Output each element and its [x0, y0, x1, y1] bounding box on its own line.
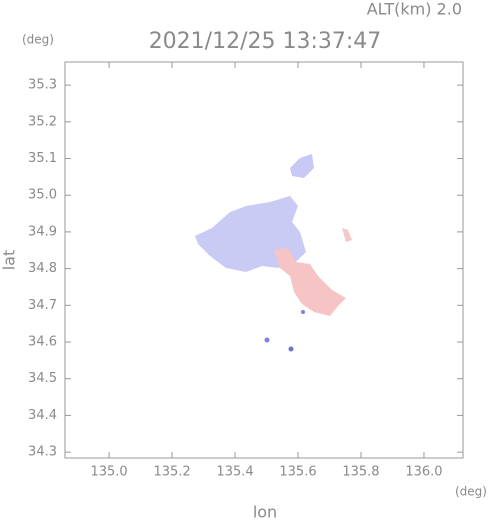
y-tick-label: 34.9 — [28, 224, 57, 239]
altitude-label: ALT(km) 2.0 — [367, 0, 462, 19]
echo-blue-small — [290, 154, 314, 178]
echo-regions — [195, 154, 352, 352]
echo-dot — [264, 337, 270, 343]
y-tick-label: 34.8 — [28, 261, 57, 276]
x-tick-label: 135.0 — [90, 465, 127, 480]
y-tick-label: 34.6 — [28, 335, 57, 350]
y-tick-label: 35.3 — [28, 78, 57, 93]
y-tick-label: 34.4 — [28, 408, 57, 423]
x-tick-label: 135.6 — [279, 465, 316, 480]
y-tick-label: 35.0 — [28, 188, 57, 203]
chart-title: 2021/12/25 13:37:47 — [149, 29, 382, 54]
y-tick-label: 34.3 — [28, 445, 57, 460]
y-axis-label: lat — [0, 250, 19, 271]
y-tick-label: 35.2 — [28, 114, 57, 129]
x-unit: (deg) — [455, 485, 487, 499]
y-tick-label: 34.5 — [28, 371, 57, 386]
x-tick-label: 135.2 — [153, 465, 190, 480]
echo-red-main — [274, 248, 346, 316]
x-tick-label: 135.4 — [216, 465, 253, 480]
plot-frame — [64, 61, 464, 459]
x-tick-label: 136.0 — [405, 465, 442, 480]
x-axis-label: lon — [253, 503, 277, 521]
echo-red-small — [342, 228, 352, 242]
echo-dot — [288, 346, 294, 352]
echo-dot — [301, 310, 305, 314]
x-tick-label: 135.8 — [342, 465, 379, 480]
y-unit: (deg) — [22, 33, 54, 47]
y-tick-label: 34.7 — [28, 298, 57, 313]
y-tick-label: 35.1 — [28, 151, 57, 166]
